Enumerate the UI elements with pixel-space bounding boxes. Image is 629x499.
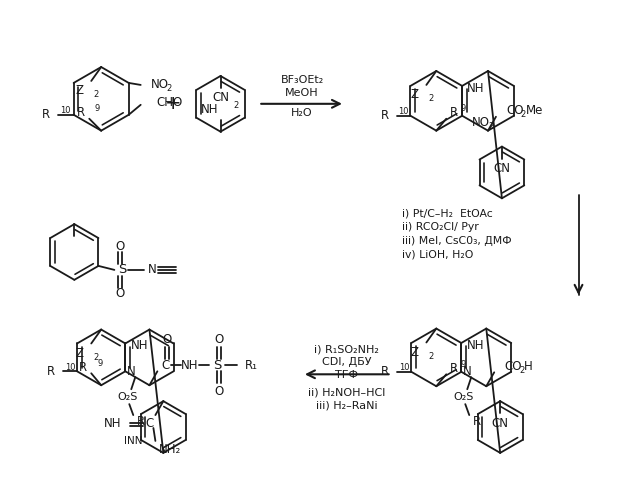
Text: Z: Z (410, 88, 418, 101)
Text: O: O (116, 240, 125, 252)
Text: CN: CN (492, 417, 509, 430)
Text: N: N (463, 365, 472, 378)
Text: BF₃OEt₂: BF₃OEt₂ (281, 75, 324, 85)
Text: R: R (381, 365, 389, 378)
Text: Z: Z (410, 346, 418, 359)
Text: R: R (47, 365, 55, 378)
Text: 2: 2 (93, 90, 99, 99)
Text: 2: 2 (488, 122, 493, 131)
Text: R: R (450, 362, 459, 375)
Text: 9: 9 (460, 360, 465, 369)
Text: 10: 10 (60, 106, 70, 115)
Text: 2: 2 (167, 84, 172, 93)
Text: ii) H₂NOH–HCl: ii) H₂NOH–HCl (308, 387, 386, 397)
Text: NH: NH (130, 339, 148, 352)
Text: Z: Z (75, 84, 83, 97)
Text: INN: INN (125, 436, 143, 446)
Text: R₁: R₁ (245, 359, 258, 372)
Text: CN: CN (493, 162, 510, 175)
Text: i) Pt/C–H₂  EtOAc: i) Pt/C–H₂ EtOAc (401, 208, 493, 218)
Text: NH: NH (467, 82, 485, 95)
Text: CO: CO (504, 360, 521, 373)
Text: 2: 2 (428, 94, 433, 103)
Text: 10: 10 (65, 363, 75, 372)
Text: NO: NO (150, 78, 169, 91)
Text: iii) H₂–RaNi: iii) H₂–RaNi (316, 400, 377, 410)
Text: C: C (145, 417, 153, 430)
Text: N: N (148, 263, 157, 276)
Text: O₂S: O₂S (117, 392, 138, 402)
Text: R: R (42, 108, 50, 121)
Text: CO: CO (506, 104, 523, 117)
Text: 9: 9 (460, 104, 465, 113)
Text: NH: NH (104, 417, 121, 430)
Text: Z: Z (75, 347, 83, 360)
Text: S: S (118, 263, 126, 276)
Text: 2: 2 (521, 110, 526, 119)
Text: CHO: CHO (157, 96, 183, 109)
Text: R: R (79, 361, 87, 374)
Text: 10: 10 (399, 107, 409, 116)
Text: MeOH: MeOH (286, 88, 319, 98)
Text: 2: 2 (93, 353, 99, 362)
Text: C: C (161, 359, 169, 372)
Text: 10: 10 (399, 363, 410, 372)
Text: R: R (473, 415, 481, 428)
Text: i) R₁SO₂NH₂: i) R₁SO₂NH₂ (314, 344, 379, 354)
Text: N: N (127, 365, 136, 378)
Text: iii) MeI, CsC0₃, ДМФ: iii) MeI, CsC0₃, ДМФ (401, 236, 511, 246)
Text: O: O (214, 385, 224, 398)
Text: O: O (214, 333, 224, 346)
Text: R: R (450, 106, 459, 119)
Text: NH: NH (201, 103, 218, 116)
Text: H₂O: H₂O (291, 108, 313, 118)
Text: NH: NH (181, 359, 198, 372)
Text: CDI, ДБУ: CDI, ДБУ (322, 357, 372, 367)
Text: R: R (77, 106, 86, 119)
Text: 9: 9 (97, 359, 103, 368)
Text: NH₂: NH₂ (159, 444, 182, 457)
Text: H: H (524, 360, 533, 373)
Text: NO: NO (472, 116, 490, 129)
Text: S: S (213, 359, 221, 372)
Text: CN: CN (212, 91, 229, 104)
Text: O: O (163, 333, 172, 346)
Text: 2: 2 (233, 101, 238, 110)
Text: NH: NH (467, 339, 484, 352)
Text: R: R (381, 109, 389, 122)
Text: 2: 2 (428, 352, 433, 361)
Text: +: + (165, 94, 181, 113)
Text: O₂S: O₂S (453, 392, 474, 402)
Text: 2: 2 (519, 366, 525, 375)
Text: ТГФ: ТГФ (335, 370, 359, 380)
Text: ii) RCO₂Cl/ Pyr: ii) RCO₂Cl/ Pyr (401, 222, 478, 232)
Text: O: O (116, 287, 125, 300)
Text: iv) LiOH, H₂O: iv) LiOH, H₂O (401, 250, 473, 260)
Text: Me: Me (526, 104, 543, 117)
Text: R: R (137, 415, 145, 428)
Text: 9: 9 (94, 104, 99, 113)
